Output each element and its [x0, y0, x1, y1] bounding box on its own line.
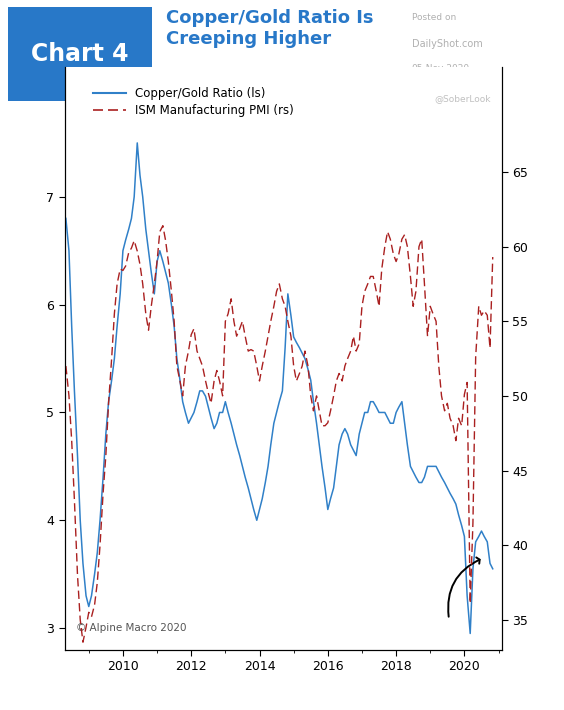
Text: Chart 4: Chart 4 [31, 42, 129, 66]
Text: @SoberLook: @SoberLook [434, 94, 491, 103]
Legend: Copper/Gold Ratio (ls), ISM Manufacturing PMI (rs): Copper/Gold Ratio (ls), ISM Manufacturin… [88, 82, 299, 121]
Text: Copper/Gold Ratio Is
Creeping Higher: Copper/Gold Ratio Is Creeping Higher [166, 9, 374, 48]
Text: Posted on: Posted on [412, 13, 456, 22]
Text: 05-Nov-2020: 05-Nov-2020 [412, 64, 470, 73]
Text: © Alpine Macro 2020: © Alpine Macro 2020 [76, 623, 186, 633]
Text: DailyShot.com: DailyShot.com [412, 38, 482, 48]
Bar [8, 6, 152, 102]
